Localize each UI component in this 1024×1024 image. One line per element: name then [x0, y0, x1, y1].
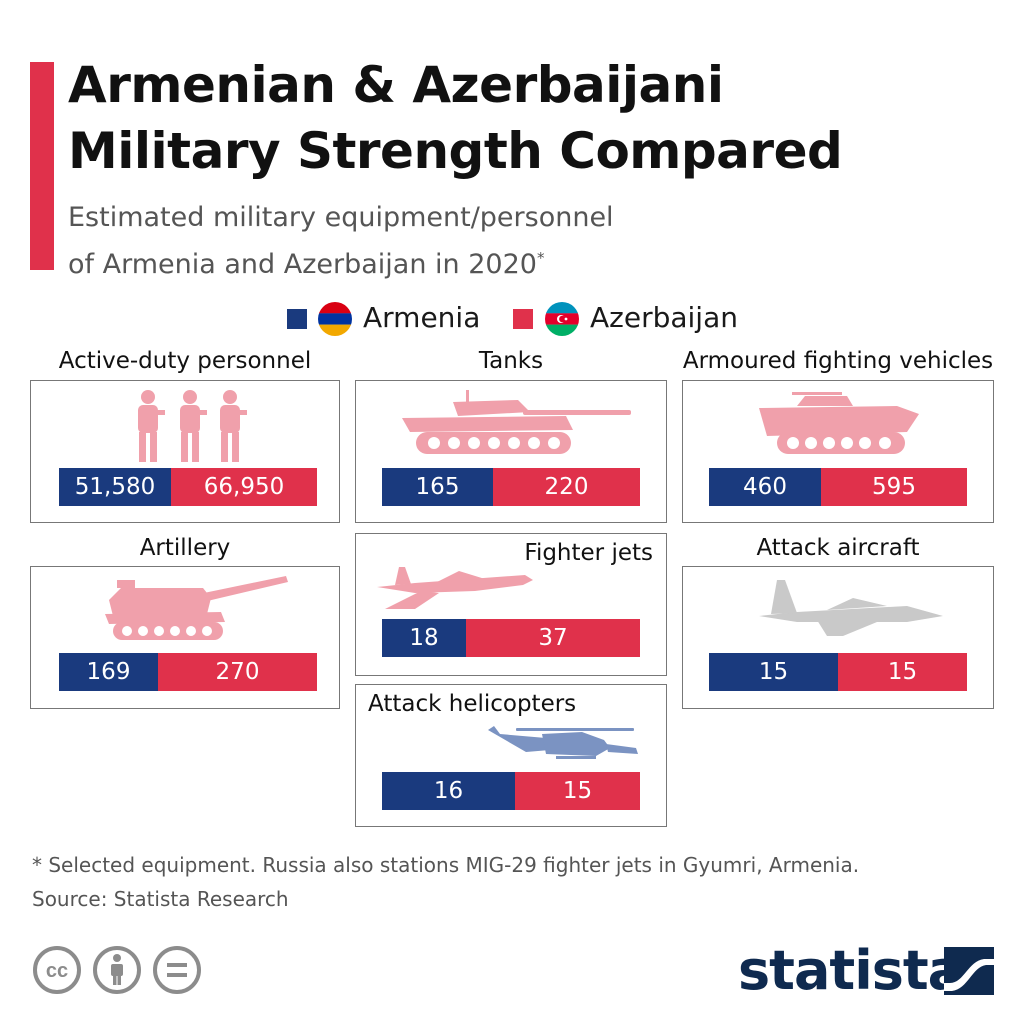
bar-segment-armenia-artillery: 169 [59, 653, 158, 691]
subtitle-line-1: Estimated military equipment/personnel [68, 202, 614, 233]
cc-icon: cc [33, 946, 81, 994]
bar-segment-azerbaijan-afv: 595 [821, 468, 967, 506]
statista-logo: statista [738, 935, 998, 1006]
bar-tanks: 165 220 [382, 468, 640, 506]
panel-title-artillery: Artillery [139, 535, 231, 561]
bar-personnel: 51,580 66,950 [59, 468, 317, 506]
bar-segment-armenia-jets: 18 [382, 619, 466, 657]
attribution-icon [93, 946, 141, 994]
statista-wordmark: statista [738, 939, 963, 1001]
legend-label-armenia: Armenia [363, 301, 481, 334]
bar-segment-azerbaijan-jets: 37 [466, 619, 640, 657]
bar-segment-armenia-aircraft: 15 [709, 653, 838, 691]
bar-segment-azerbaijan-tanks: 220 [493, 468, 640, 506]
bar-segment-azerbaijan-personnel: 66,950 [171, 468, 317, 506]
accent-bar [30, 62, 54, 270]
title-line-2: Military Strength Compared [68, 122, 843, 180]
bar-segment-azerbaijan-aircraft: 15 [838, 653, 967, 691]
attack-aircraft-icon [759, 580, 943, 636]
chart-subtitle: Estimated military equipment/personnel o… [68, 198, 968, 285]
footnote-text: * Selected equipment. Russia also statio… [32, 853, 860, 877]
bar-helis: 16 15 [382, 772, 640, 810]
fighter-jet-icon [377, 567, 533, 609]
bar-segment-armenia-afv: 460 [709, 468, 821, 506]
panel-title-afv: Armoured fighting vehicles [682, 348, 994, 374]
legend-swatch-armenia [287, 309, 307, 329]
bar-segment-armenia-tanks: 165 [382, 468, 493, 506]
legend-label-azerbaijan: Azerbaijan [590, 301, 738, 334]
subtitle-line-2: of Armenia and Azerbaijan in 2020 [68, 249, 537, 280]
bar-aircraft: 15 15 [709, 653, 967, 691]
armoured-vehicle-icon [759, 392, 919, 454]
legend-swatch-azerbaijan [513, 309, 533, 329]
svg-text:cc: cc [46, 960, 68, 982]
panel-title-tanks: Tanks [478, 348, 544, 374]
bar-segment-azerbaijan-helis: 15 [515, 772, 640, 810]
no-derivatives-icon [153, 946, 201, 994]
panel-title-aircraft: Attack aircraft [756, 535, 920, 561]
soldiers-icon [138, 390, 247, 462]
panel-title-personnel: Active-duty personnel [58, 348, 312, 374]
legend: Armenia Azerbaijan [0, 297, 1024, 343]
statista-logo-mark: statista [738, 939, 994, 1002]
bar-segment-armenia-helis: 16 [382, 772, 515, 810]
armenia-flag-icon [318, 302, 352, 336]
artillery-icon [105, 576, 288, 640]
panel-title-helis: Attack helicopters [368, 691, 577, 717]
helicopter-icon [488, 726, 638, 759]
subtitle-asterisk: * [536, 249, 545, 267]
bar-jets: 18 37 [382, 619, 640, 657]
bar-afv: 460 595 [709, 468, 967, 506]
chart-title: Armenian & Azerbaijani Military Strength… [68, 52, 1008, 184]
azerbaijan-flag-icon [545, 302, 579, 336]
tank-icon [402, 390, 631, 454]
panel-title-jets: Fighter jets [524, 540, 653, 566]
title-line-1: Armenian & Azerbaijani [68, 56, 724, 114]
bar-artillery: 169 270 [59, 653, 317, 691]
source-text: Source: Statista Research [32, 887, 289, 911]
bar-segment-azerbaijan-artillery: 270 [158, 653, 317, 691]
bar-segment-armenia-personnel: 51,580 [59, 468, 171, 506]
footnote: * Selected equipment. Russia also statio… [32, 848, 1012, 916]
